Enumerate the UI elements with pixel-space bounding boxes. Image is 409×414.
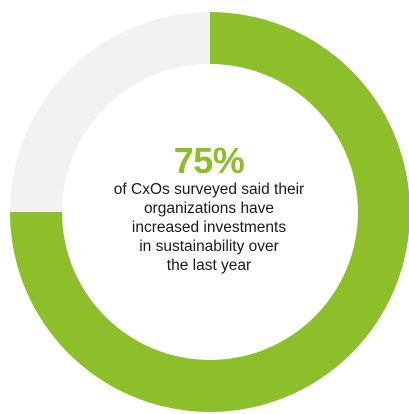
percent-value: 75% <box>173 140 245 181</box>
caption-line: in sustainability over <box>139 238 279 255</box>
caption-line: organizations have <box>143 200 275 217</box>
caption-line: increased investments <box>131 219 287 236</box>
caption-text: of CxOs surveyed said their organization… <box>104 180 314 275</box>
caption-line: of CxOs surveyed said their <box>113 181 305 198</box>
donut-slice-remainder <box>10 12 210 212</box>
caption-line: the last year <box>166 257 252 274</box>
center-label: 75% of CxOs surveyed said their organiza… <box>104 142 314 275</box>
